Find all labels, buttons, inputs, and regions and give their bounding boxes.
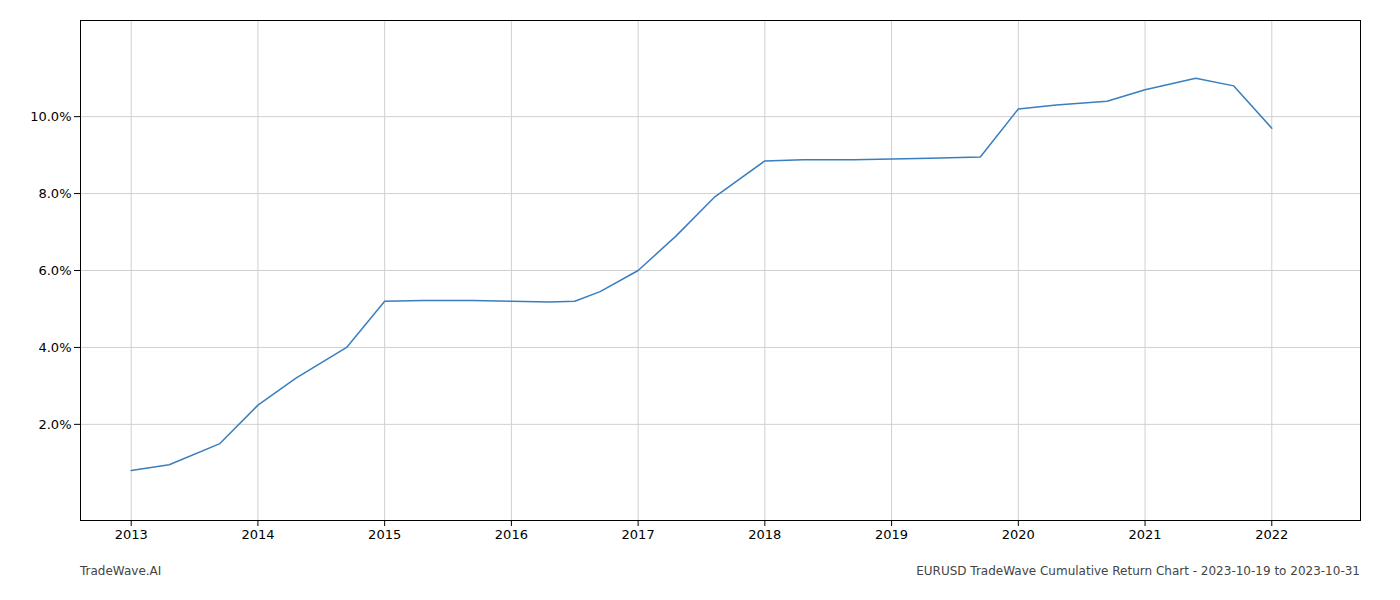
svg-text:2014: 2014	[241, 527, 274, 542]
html-text:TradeWave.AI: TradeWave.AI	[80, 564, 162, 578]
svg-text:2017: 2017	[622, 527, 655, 542]
svg-text:4.0%: 4.0%	[38, 340, 71, 355]
svg-text:8.0%: 8.0%	[38, 186, 71, 201]
svg-text:2016: 2016	[495, 527, 528, 542]
svg-text:2020: 2020	[1002, 527, 1035, 542]
svg-text:2022: 2022	[1255, 527, 1288, 542]
html-text:EURUSD TradeWave Cumulative Re: EURUSD TradeWave Cumulative Return Chart…	[916, 564, 1360, 578]
svg-text:2019: 2019	[875, 527, 908, 542]
svg-text:2015: 2015	[368, 527, 401, 542]
svg-text:2018: 2018	[748, 527, 781, 542]
svg-text:10.0%: 10.0%	[30, 109, 71, 124]
svg-text:2013: 2013	[115, 527, 148, 542]
svg-text:2021: 2021	[1129, 527, 1162, 542]
svg-text:6.0%: 6.0%	[38, 263, 71, 278]
svg-text:2.0%: 2.0%	[38, 417, 71, 432]
